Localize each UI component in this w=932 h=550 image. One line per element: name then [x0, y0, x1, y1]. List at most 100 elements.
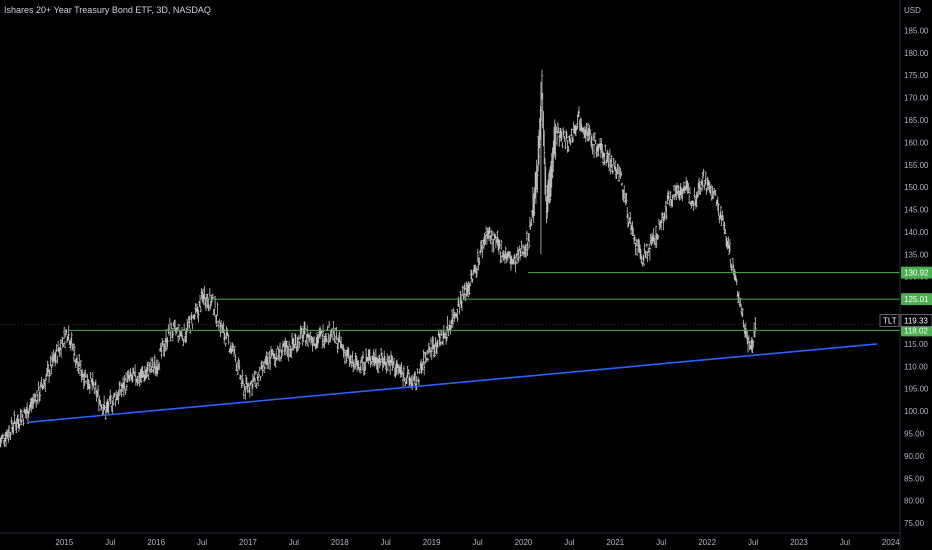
ohlc-bar: [446, 315, 449, 331]
y-tick-label: 115.00: [904, 340, 928, 349]
ohlc-bar: [377, 359, 380, 374]
ohlc-bar: [227, 335, 230, 345]
currency-label: USD: [904, 6, 921, 15]
ohlc-bar: [303, 321, 306, 336]
ohlc-bar: [521, 244, 525, 254]
ohlc-bar: [606, 149, 609, 162]
ohlc-bar: [343, 348, 346, 354]
ohlc-bar: [118, 382, 121, 397]
ohlc-bar: [433, 343, 436, 357]
ohlc-bar: [724, 229, 727, 234]
ohlc-bar: [258, 366, 261, 372]
ohlc-bar: [472, 269, 475, 276]
ohlc-bar: [562, 130, 565, 136]
y-tick-label: 170.00: [904, 94, 929, 103]
ohlc-bar: [576, 114, 579, 130]
ohlc-bar: [646, 251, 649, 263]
ohlc-bar: [61, 336, 64, 349]
ohlc-bar: [63, 340, 67, 348]
ohlc-bar: [89, 371, 92, 380]
ohlc-bar: [278, 342, 282, 352]
ohlc-bar: [164, 337, 167, 352]
x-tick-label: Jul: [289, 538, 299, 547]
ohlc-bar: [26, 402, 29, 414]
ohlc-bar: [702, 168, 705, 177]
ohlc-bar: [203, 285, 206, 299]
ohlc-bar: [414, 370, 417, 386]
x-tick-label: 2019: [423, 538, 441, 547]
ohlc-bar: [323, 335, 326, 349]
ohlc-bar: [688, 194, 691, 204]
symbol-label: TLT: [883, 317, 897, 326]
ohlc-bar: [207, 304, 211, 311]
ohlc-bar: [722, 215, 725, 222]
ohlc-bar: [633, 234, 636, 242]
ohlc-bar: [612, 157, 615, 166]
ohlc-bar: [626, 213, 630, 228]
ohlc-bar: [643, 243, 646, 254]
x-tick-label: Jul: [381, 538, 391, 547]
ohlc-bar: [570, 128, 573, 137]
ohlc-bar: [350, 361, 353, 368]
ohlc-bar: [143, 366, 147, 381]
ohlc-bar: [418, 368, 421, 374]
ohlc-bar: [93, 387, 96, 395]
price-bars: [0, 69, 757, 448]
ohlc-bar: [747, 335, 750, 341]
ohlc-bar: [485, 226, 488, 235]
ohlc-bar: [321, 334, 324, 349]
ohlc-bar: [635, 247, 639, 256]
x-tick-label: Jul: [472, 538, 482, 547]
ohlc-bar: [558, 134, 561, 147]
ohlc-bar: [233, 346, 236, 355]
ohlc-bar: [712, 191, 715, 200]
ohlc-bar: [287, 346, 290, 362]
ohlc-bar: [189, 328, 192, 334]
ohlc-bar: [269, 357, 272, 370]
ohlc-bar: [698, 181, 701, 195]
ohlc-bar: [78, 354, 81, 367]
ohlc-bar: [407, 369, 410, 375]
x-tick-label: 2017: [239, 538, 257, 547]
price-tag-label: 118.02: [904, 326, 928, 335]
ohlc-bar: [196, 306, 199, 318]
ohlc-bar: [355, 355, 358, 366]
ohlc-bar: [620, 171, 623, 177]
ohlc-bar: [549, 166, 552, 203]
ohlc-bar: [697, 182, 700, 198]
y-tick-label: 90.00: [904, 452, 925, 461]
ohlc-bar: [688, 186, 692, 194]
ohlc-bar: [648, 243, 651, 250]
ohlc-bar: [514, 259, 517, 273]
ohlc-bar: [526, 241, 529, 257]
ohlc-bar: [124, 387, 127, 396]
x-tick-label: 2015: [55, 538, 73, 547]
ohlc-bar: [58, 347, 61, 357]
ohlc-bar: [20, 409, 23, 423]
ohlc-bar: [434, 337, 437, 347]
ohlc-bar: [597, 143, 600, 157]
price-tag: 130.92: [901, 266, 932, 279]
ohlc-bar: [32, 399, 36, 404]
ohlc-bar: [150, 366, 153, 373]
ohlc-bar: [297, 338, 300, 351]
ohlc-bar: [556, 122, 559, 134]
ohlc-bar: [645, 251, 648, 259]
ohlc-bar: [746, 337, 750, 353]
ohlc-bar: [72, 343, 75, 352]
ohlc-bar: [718, 215, 721, 224]
ohlc-bar: [331, 333, 334, 341]
ohlc-bar: [304, 340, 307, 347]
ohlc-bar: [125, 384, 128, 392]
ohlc-bar: [543, 130, 546, 164]
ohlc-bar: [561, 142, 564, 149]
ohlc-bar: [54, 349, 57, 364]
ohlc-bar: [159, 342, 162, 351]
ohlc-bar: [288, 348, 291, 358]
ohlc-bar: [586, 131, 589, 142]
ohlc-bar: [50, 364, 53, 375]
ohlc-bar: [315, 337, 318, 349]
ohlc-bar: [357, 359, 360, 370]
ohlc-bar: [525, 230, 528, 242]
